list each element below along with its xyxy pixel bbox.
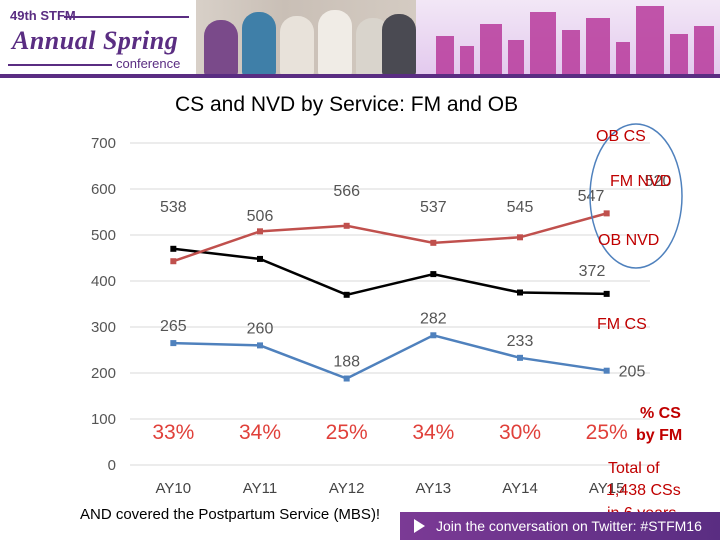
x-tick-label: AY13 xyxy=(416,480,452,497)
person-figure xyxy=(242,12,276,76)
skyline-building xyxy=(460,46,474,76)
percent-label: 30% xyxy=(499,421,541,444)
skyline-building xyxy=(562,30,580,76)
x-tick-label: AY10 xyxy=(156,480,192,497)
data-label: 265 xyxy=(160,318,187,335)
series-line xyxy=(173,333,607,380)
data-point xyxy=(430,332,437,339)
data-label: 188 xyxy=(333,354,360,371)
data-label: 520 xyxy=(645,173,672,190)
twitter-banner: Join the conversation on Twitter: #STFM1… xyxy=(400,512,720,540)
y-tick-label: 100 xyxy=(91,411,116,428)
legend-fm-cs: FM CS xyxy=(597,316,647,333)
data-label: 547 xyxy=(578,188,605,205)
data-label: 372 xyxy=(579,263,606,280)
data-point xyxy=(343,222,350,229)
conference-logo: 49th STFM Annual Spring conference xyxy=(4,8,194,74)
y-tick-label: 0 xyxy=(108,457,116,474)
percent-label: 34% xyxy=(412,421,454,444)
skyline-building xyxy=(586,18,610,76)
data-point xyxy=(603,210,610,217)
data-point xyxy=(170,258,177,265)
skyline-building xyxy=(670,34,688,76)
percent-label: 25% xyxy=(586,421,628,444)
person-figure xyxy=(280,16,314,76)
legend-ob-cs: OB CS xyxy=(596,128,646,145)
highlight-circle xyxy=(589,123,683,269)
data-point xyxy=(170,245,177,252)
data-label: 537 xyxy=(420,199,447,216)
legend-ob-nvd: OB NVD xyxy=(598,232,659,249)
series-line xyxy=(172,212,607,263)
total-label: Total of xyxy=(608,460,660,477)
data-label: 260 xyxy=(247,320,274,337)
person-figure xyxy=(204,20,238,76)
logo-rule-lower xyxy=(8,64,112,66)
city-skyline xyxy=(416,0,720,76)
logo-edition: 49th STFM xyxy=(10,8,76,23)
y-tick-label: 200 xyxy=(91,365,116,382)
logo-title: Annual Spring xyxy=(12,26,179,55)
chart-title: CS and NVD by Service: FM and OB xyxy=(175,93,519,116)
skyline-building xyxy=(694,26,714,76)
data-point xyxy=(517,289,523,296)
data-label: 545 xyxy=(507,199,534,216)
logo-subtitle: conference xyxy=(116,56,181,71)
data-point xyxy=(170,340,177,347)
data-point xyxy=(343,375,350,382)
skyline-building xyxy=(480,24,502,76)
data-label: 506 xyxy=(247,208,274,225)
percent-label: 34% xyxy=(239,421,281,444)
data-label: 566 xyxy=(333,183,360,200)
data-point xyxy=(257,342,263,349)
total-label: 1,438 CSs xyxy=(606,482,681,499)
y-tick-label: 300 xyxy=(91,319,116,336)
data-point xyxy=(603,367,610,374)
skyline-building xyxy=(436,36,454,76)
person-figure xyxy=(382,14,416,76)
data-point xyxy=(257,255,263,262)
data-label: 233 xyxy=(507,333,534,350)
logo-rule xyxy=(64,16,189,18)
percent-label: 25% xyxy=(326,421,368,444)
data-point xyxy=(430,239,437,246)
arrow-icon xyxy=(414,519,425,533)
x-tick-label: AY14 xyxy=(502,480,538,497)
header-divider xyxy=(0,74,720,78)
skyline-building xyxy=(636,6,664,76)
data-point xyxy=(517,354,523,361)
series-line xyxy=(173,247,607,297)
x-tick-label: AY12 xyxy=(329,480,365,497)
legend-pct-cs: % CS xyxy=(640,405,681,422)
y-tick-label: 500 xyxy=(91,227,116,244)
skyline-building xyxy=(530,12,556,76)
legend-pct-cs-by-fm: by FM xyxy=(636,427,682,444)
data-point xyxy=(430,271,437,278)
y-tick-label: 600 xyxy=(91,181,116,198)
data-point xyxy=(257,228,263,235)
skyline-building xyxy=(508,40,524,76)
legend-fm-nvd: FM NVD xyxy=(610,173,671,190)
skyline-building xyxy=(616,42,630,76)
data-point xyxy=(517,234,523,241)
y-tick-label: 700 xyxy=(91,135,116,152)
x-tick-label: AY11 xyxy=(243,480,277,497)
data-point xyxy=(603,290,610,297)
data-label: 282 xyxy=(420,310,447,327)
conference-header: 49th STFM Annual Spring conference xyxy=(0,0,720,78)
percent-label: 33% xyxy=(152,421,194,444)
data-label: 538 xyxy=(160,199,187,216)
y-tick-label: 400 xyxy=(91,273,116,290)
twitter-banner-text: Join the conversation on Twitter: #STFM1… xyxy=(436,518,702,534)
data-label: 205 xyxy=(619,364,646,381)
x-tick-label: AY15 xyxy=(589,480,625,497)
attendees-photo xyxy=(196,0,416,76)
person-figure xyxy=(318,10,352,76)
postpartum-note: AND covered the Postpartum Service (MBS)… xyxy=(80,506,381,523)
data-point xyxy=(343,291,350,298)
